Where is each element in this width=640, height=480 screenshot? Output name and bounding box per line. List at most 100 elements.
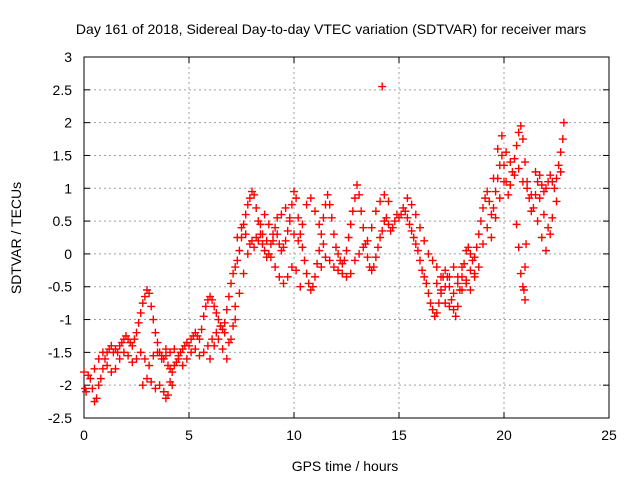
data-point — [92, 394, 101, 403]
data-point — [304, 279, 313, 288]
data-point — [451, 312, 460, 321]
data-point — [424, 289, 433, 298]
data-point — [453, 279, 462, 288]
data-point — [348, 207, 357, 216]
data-point — [411, 240, 420, 249]
data-point — [229, 269, 238, 278]
data-point — [136, 308, 145, 317]
data-point — [476, 217, 485, 226]
data-point — [214, 335, 223, 344]
data-point — [182, 354, 191, 363]
data-point — [367, 223, 376, 232]
axes: 0 5 10 15 20 25 -2.5 -2 -1.5 -1 -0.5 0 0.5 1 1.5 2 2.5 3 — [48, 49, 617, 443]
data-point — [315, 246, 324, 255]
data-point — [529, 203, 538, 212]
data-point — [542, 184, 550, 193]
data-point — [128, 358, 137, 367]
data-point — [258, 230, 267, 239]
data-point — [416, 256, 424, 265]
data-point — [516, 121, 525, 130]
data-point — [210, 341, 219, 350]
data-point — [432, 279, 441, 288]
y-tick-label: -1 — [60, 312, 73, 328]
data-point — [483, 187, 492, 196]
data-point — [453, 302, 462, 311]
data-point — [537, 233, 546, 242]
data-point — [298, 243, 307, 252]
data-point — [447, 295, 456, 304]
data-point — [153, 348, 162, 357]
data-point — [256, 220, 265, 229]
data-point — [552, 197, 561, 206]
data-point — [248, 236, 256, 245]
data-point — [159, 387, 168, 396]
data-point — [489, 203, 498, 212]
data-point — [531, 167, 540, 176]
data-point — [231, 302, 240, 311]
data-point — [449, 289, 458, 298]
data-point — [371, 207, 380, 216]
data-point — [409, 233, 418, 242]
data-point — [161, 345, 170, 354]
data-point — [437, 272, 445, 281]
y-tick-label: 1.5 — [53, 147, 73, 163]
data-point — [325, 256, 334, 265]
data-point — [164, 391, 172, 400]
data-point — [485, 197, 494, 206]
data-point — [287, 263, 296, 272]
data-point — [128, 341, 137, 350]
data-point — [250, 243, 259, 252]
data-point — [313, 259, 322, 268]
data-point — [292, 266, 301, 275]
data-point — [344, 233, 353, 242]
plot-frame — [83, 56, 610, 419]
data-point — [355, 249, 364, 258]
data-point — [424, 249, 433, 258]
data-point — [302, 200, 311, 209]
data-point — [98, 364, 107, 373]
data-point — [514, 164, 523, 173]
data-point — [346, 220, 355, 229]
data-point — [489, 174, 498, 183]
chart-title: Day 161 of 2018, Sidereal Day-to-day VTE… — [76, 21, 586, 37]
data-point — [138, 299, 147, 308]
data-point — [233, 233, 242, 242]
x-tick-label: 0 — [80, 427, 88, 443]
data-point — [275, 272, 284, 281]
data-point — [519, 286, 528, 295]
data-point — [466, 266, 475, 275]
data-point — [382, 213, 391, 222]
data-point — [319, 213, 328, 222]
data-point — [542, 246, 550, 255]
data-point — [227, 335, 235, 344]
data-point — [229, 322, 238, 331]
data-point — [222, 354, 231, 363]
data-point — [334, 266, 343, 275]
data-point — [470, 253, 479, 262]
data-point — [279, 243, 288, 252]
data-point — [88, 384, 97, 393]
data-point — [119, 348, 128, 357]
data-point — [445, 272, 454, 281]
data-point — [185, 341, 193, 350]
data-point — [527, 190, 536, 199]
data-point — [157, 354, 166, 363]
data-point — [350, 256, 359, 265]
data-point — [441, 299, 450, 308]
data-point — [416, 223, 424, 232]
data-point — [300, 256, 309, 265]
data-point — [222, 305, 231, 314]
data-point — [271, 263, 280, 272]
data-point — [82, 387, 91, 396]
y-tick-label: -2 — [60, 377, 73, 393]
data-point — [403, 194, 412, 203]
data-point — [514, 128, 523, 137]
data-point — [195, 351, 204, 360]
data-point — [98, 348, 107, 357]
data-point — [140, 354, 149, 363]
data-point — [266, 253, 275, 262]
data-point — [464, 243, 473, 252]
data-point — [487, 233, 496, 242]
data-point — [281, 203, 290, 212]
